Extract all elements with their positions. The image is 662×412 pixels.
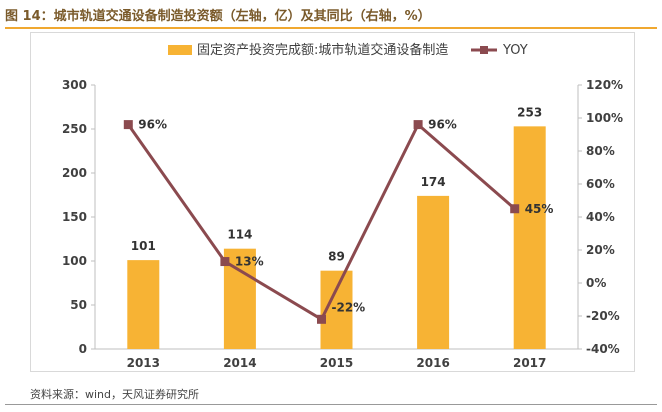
legend-line-label: YOY	[502, 43, 528, 58]
right-tick-label: 40%	[586, 210, 615, 224]
bar-value-label: 253	[517, 105, 542, 119]
yoy-value-label: -22%	[332, 300, 366, 314]
yoy-marker	[510, 204, 520, 214]
right-tick-label: -20%	[586, 309, 620, 323]
right-tick-label: 20%	[586, 243, 615, 257]
x-tick-label: 2014	[223, 356, 256, 370]
left-tick-label: 150	[62, 210, 87, 224]
x-tick-label: 2016	[416, 356, 449, 370]
right-tick-label: 60%	[586, 177, 615, 191]
legend-line-marker	[480, 46, 488, 54]
chart-frame	[30, 32, 635, 372]
right-tick-label: 120%	[586, 78, 623, 92]
legend-bar-label: 固定资产投资完成额:城市轨道交通设备制造	[197, 42, 448, 58]
right-tick-label: 80%	[586, 144, 615, 158]
yoy-value-label: 13%	[235, 255, 264, 269]
axes: 0 50 100 150 200 250 300 -40% -20% 0% 20% 40% 60% 80%…	[62, 78, 623, 370]
yoy-marker	[317, 314, 326, 324]
right-tick-label: 100%	[586, 111, 623, 125]
bottom-rule	[5, 404, 657, 405]
figure-title: 图 14：城市轨道交通设备制造投资额（左轴，亿）及其同比（右轴，%）	[5, 9, 431, 24]
left-tick-label: 0	[79, 342, 87, 356]
yoy-marker	[413, 120, 423, 130]
left-tick-label: 100	[62, 254, 87, 268]
data-labels: 101 114 89 174 253 96% 13% -22% 96% 45%	[131, 105, 554, 314]
bar	[127, 260, 160, 349]
bar-value-label: 89	[328, 250, 345, 264]
yoy-value-label: 96%	[138, 118, 167, 132]
left-tick-label: 200	[62, 166, 87, 180]
yoy-marker	[220, 257, 230, 267]
bars	[127, 126, 546, 349]
yoy-marker	[123, 120, 133, 130]
bar-value-label: 101	[131, 239, 156, 253]
yoy-line	[123, 120, 520, 324]
right-tick-label: -40%	[586, 342, 620, 356]
bar	[513, 126, 546, 349]
x-tick-label: 2013	[127, 356, 160, 370]
legend-bar-swatch	[168, 45, 192, 55]
x-tick-label: 2017	[513, 356, 546, 370]
left-tick-label: 300	[62, 78, 87, 92]
bar-value-label: 174	[421, 175, 446, 189]
source-note: 资料来源：wind，天风证券研究所	[30, 388, 200, 401]
legend: 固定资产投资完成额:城市轨道交通设备制造 YOY	[168, 42, 528, 58]
yoy-value-label: 96%	[428, 118, 457, 132]
right-tick-label: 0%	[586, 276, 606, 290]
left-tick-label: 50	[70, 298, 87, 312]
bar-value-label: 114	[227, 228, 252, 242]
left-tick-label: 250	[62, 122, 87, 136]
title-rule	[5, 27, 657, 29]
yoy-value-label: 45%	[525, 202, 554, 216]
x-tick-label: 2015	[320, 356, 353, 370]
bar	[417, 195, 450, 349]
